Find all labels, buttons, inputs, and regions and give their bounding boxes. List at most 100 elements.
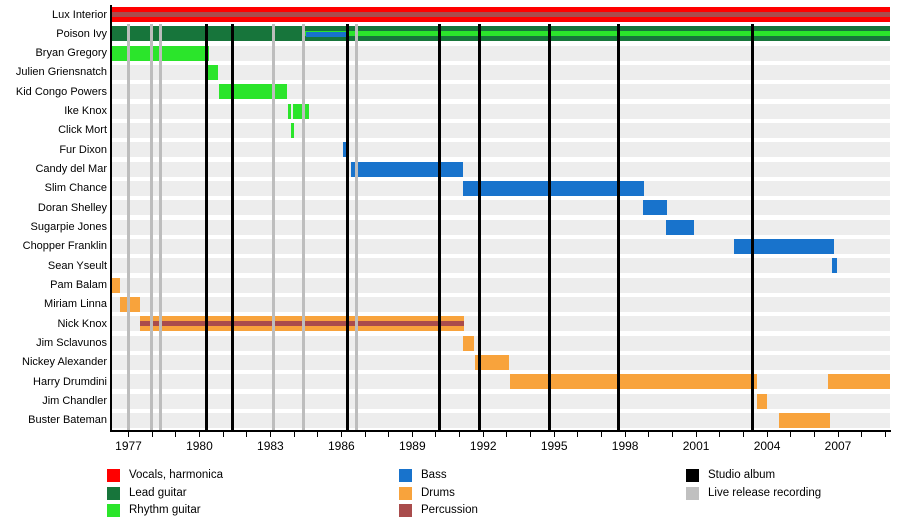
- tenure-bar-drums: [756, 393, 768, 409]
- year-tick: [506, 432, 508, 437]
- legend-label: Studio album: [708, 469, 776, 481]
- year-tick-label: 1995: [540, 439, 568, 453]
- studio-album-line: [438, 24, 442, 431]
- year-tick: [719, 432, 721, 437]
- member-row-track: [112, 200, 890, 216]
- tenure-bar-rhythm: [207, 64, 218, 80]
- tenure-bar-drums: [463, 335, 475, 351]
- year-tick: [648, 432, 650, 437]
- year-tick: [790, 432, 792, 437]
- year-tick-label: 1998: [611, 439, 639, 453]
- member-name-label: Candy del Mar: [35, 163, 107, 176]
- tenure-bar-bass: [733, 238, 834, 254]
- legend-item: Studio album: [686, 469, 900, 483]
- legend-swatch-icon: [399, 486, 412, 500]
- year-tick: [198, 432, 200, 437]
- year-tick: [482, 432, 484, 437]
- year-tick-label: 1989: [398, 439, 426, 453]
- timeline-plot-area: Lux Interior Poison Ivy Bryan Gregory Julie…: [16, 5, 891, 453]
- tenure-bar-drums: [828, 374, 890, 390]
- legend-label: Rhythm guitar: [129, 504, 201, 516]
- year-tick-label: 1977: [115, 439, 142, 453]
- year-tick-label: 1983: [257, 439, 284, 453]
- legend-label: Lead guitar: [129, 486, 187, 499]
- member-name-label: Harry Drumdini: [33, 375, 107, 388]
- overlay-stripe-percussion: [112, 12, 890, 17]
- tenure-bar-bass: [343, 142, 348, 158]
- member-name-label: Fur Dixon: [59, 143, 107, 156]
- live-recording-line: [271, 24, 275, 431]
- live-recording-line: [354, 24, 358, 431]
- year-tick: [317, 432, 319, 437]
- legend-swatch-icon: [686, 486, 699, 500]
- legend-item: Rhythm guitar: [107, 504, 327, 518]
- year-tick: [269, 432, 271, 437]
- studio-album-line: [478, 24, 482, 431]
- year-tick: [340, 432, 342, 437]
- overlay-stripe-bass: [305, 32, 347, 38]
- legend-item: Vocals, harmonica: [107, 469, 327, 483]
- studio-album-line: [616, 24, 620, 431]
- member-row-track: [112, 103, 890, 119]
- legend-swatch-icon: [399, 504, 412, 517]
- tenure-bar-bass: [351, 161, 464, 177]
- legend-label: Live release recording: [708, 486, 822, 499]
- member-row-track: [112, 374, 890, 390]
- year-tick-label: 1980: [186, 439, 213, 453]
- studio-album-line: [346, 24, 350, 431]
- member-name-label: Sean Yseult: [47, 259, 107, 272]
- y-axis-line: [110, 5, 112, 431]
- year-tick: [861, 432, 863, 437]
- tenure-bar-drums: [779, 412, 830, 428]
- year-tick: [813, 432, 815, 437]
- legend-label: Bass: [421, 469, 447, 481]
- live-recording-line: [159, 24, 163, 431]
- live-recording-line: [301, 24, 305, 431]
- member-name-label: Slim Chance: [44, 182, 107, 195]
- year-tick: [222, 432, 224, 437]
- year-tick-label: 2004: [753, 439, 781, 453]
- legend-item: Percussion: [399, 504, 619, 518]
- year-tick: [577, 432, 579, 437]
- year-tick: [435, 432, 437, 437]
- legend-item: Lead guitar: [107, 486, 327, 501]
- year-tick: [530, 432, 532, 437]
- tenure-bar-rhythm: [293, 103, 309, 119]
- year-tick: [293, 432, 295, 437]
- year-tick: [766, 432, 768, 437]
- legend-swatch-icon: [107, 504, 120, 517]
- year-tick-label: 1992: [469, 439, 497, 453]
- legend-label: Percussion: [421, 504, 478, 516]
- year-tick: [837, 432, 839, 437]
- year-tick: [388, 432, 390, 437]
- tenure-bar-drums: [474, 354, 510, 370]
- year-tick: [742, 432, 744, 437]
- legend-swatch-icon: [399, 469, 412, 482]
- member-row-track: [112, 393, 890, 409]
- member-row-track: [112, 142, 890, 158]
- tenure-bar-bass: [463, 180, 645, 196]
- x-axis-line: [110, 430, 891, 432]
- tenure-bar-rhythm: [290, 122, 294, 138]
- year-tick: [151, 432, 153, 437]
- legend-swatch-icon: [107, 469, 120, 482]
- member-row-track: [112, 122, 890, 138]
- year-tick: [601, 432, 602, 437]
- member-name-label: Jim Chandler: [42, 395, 107, 408]
- member-row-track: [112, 45, 890, 61]
- member-name-label: Bryan Gregory: [35, 47, 107, 60]
- member-row-track: [112, 238, 890, 254]
- legend: Vocals, harmonica Lead guitar Rhythm guita…: [0, 460, 900, 525]
- studio-album-line: [204, 24, 208, 431]
- legend-swatch-icon: [686, 469, 699, 482]
- tenure-bar-rhythm: [287, 103, 291, 119]
- member-row-track: [112, 219, 890, 235]
- tenure-bar-drums: [509, 374, 757, 390]
- year-tick: [671, 432, 673, 437]
- member-name-label: Poison Ivy: [56, 27, 107, 40]
- member-row-track: [112, 412, 890, 428]
- legend-item: Drums: [399, 486, 619, 501]
- year-tick: [553, 432, 555, 437]
- overlay-stripe-rhythm: [304, 31, 890, 37]
